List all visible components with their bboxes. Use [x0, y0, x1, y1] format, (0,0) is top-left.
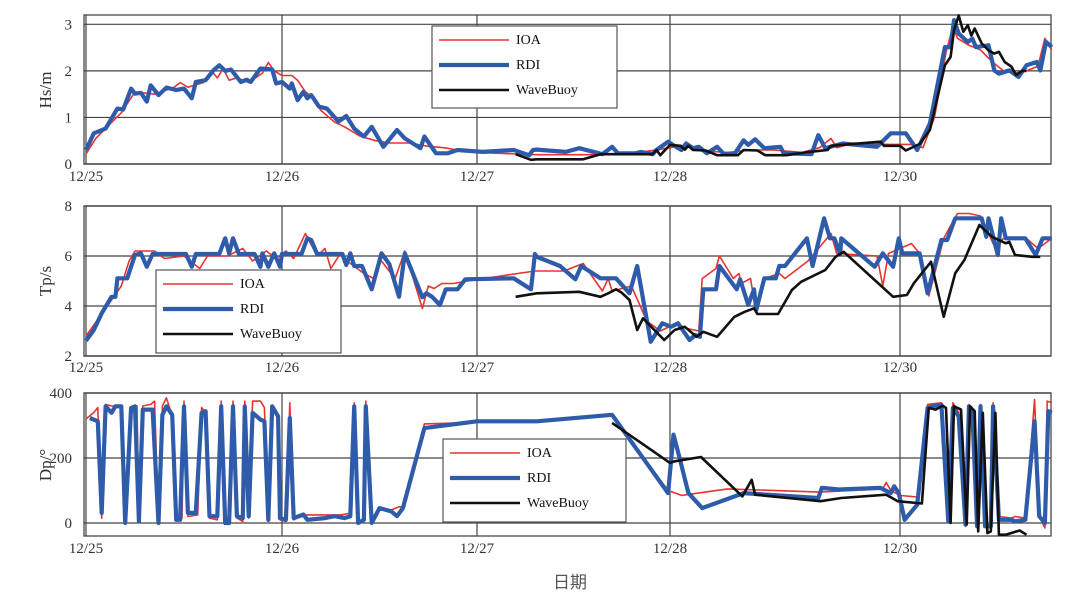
y-tick-label: 8 — [65, 199, 73, 215]
x-tick-label: 12/28 — [653, 541, 687, 557]
legend-label-wavebuoy: WaveBuoy — [516, 83, 578, 98]
y-axis-label-hs: Hs/m — [36, 71, 55, 109]
y-tick-label: 3 — [65, 17, 73, 33]
series-line-wavebuoy — [611, 404, 1028, 536]
legend-label-ioa: IOA — [527, 446, 553, 461]
legend-label-ioa: IOA — [240, 277, 266, 292]
panel-1: 12/25 12/26 12/27 12/28 12/30 0 1 2 3 IOA RDI WaveB… — [65, 14, 1053, 185]
legend: IOA RDI WaveBuoy — [442, 438, 627, 523]
x-tick-label: 12/25 — [69, 169, 103, 185]
legend-label-rdi: RDI — [527, 471, 551, 486]
panel-3: 12/25 12/26 12/27 12/28 12/30 0 200 400 IOA RDI Wa… — [50, 386, 1053, 557]
x-tick-label: 12/26 — [265, 360, 300, 376]
y-tick-label: 1 — [65, 110, 73, 126]
y-tick-label: 4 — [65, 299, 73, 315]
x-tick-label: 12/27 — [460, 360, 495, 376]
series-line-rdi — [84, 18, 1053, 158]
y-tick-label: 0 — [65, 157, 73, 173]
series-line-rdi — [89, 402, 1053, 529]
series-line-wavebuoy — [515, 223, 1041, 342]
y-axis-label-tp: Tp/s — [36, 265, 55, 297]
legend-label-wavebuoy: WaveBuoy — [527, 496, 589, 511]
y-tick-label: 200 — [50, 451, 73, 467]
panel-2: 12/25 12/26 12/27 12/28 12/30 2 4 6 8 IOA RDI WaveB… — [65, 199, 1053, 376]
series-line-wavebuoy — [515, 14, 1027, 162]
y-tick-label: 0 — [65, 516, 73, 532]
x-tick-label: 12/27 — [460, 169, 495, 185]
y-tick-label: 400 — [50, 386, 73, 402]
legend-label-rdi: RDI — [240, 302, 264, 317]
series-line-ioa — [85, 25, 1053, 156]
series-line-rdi — [84, 216, 1052, 344]
y-tick-label: 6 — [65, 249, 73, 265]
legend-label-ioa: IOA — [516, 33, 542, 48]
y-tick-label: 2 — [65, 349, 73, 365]
legend-label-wavebuoy: WaveBuoy — [240, 327, 302, 342]
x-tick-label: 12/25 — [69, 360, 103, 376]
y-axis-label-dp: Dp/° — [36, 448, 55, 482]
legend-label-rdi: RDI — [516, 58, 540, 73]
legend: IOA RDI WaveBuoy — [431, 25, 618, 109]
x-tick-label: 12/25 — [69, 541, 103, 557]
x-tick-label: 12/30 — [883, 360, 917, 376]
x-axis-label: 日期 — [553, 573, 587, 593]
x-tick-label: 12/26 — [265, 169, 300, 185]
x-tick-label: 12/30 — [883, 541, 917, 557]
x-tick-label: 12/30 — [883, 169, 917, 185]
x-tick-label: 12/26 — [265, 541, 300, 557]
x-tick-label: 12/28 — [653, 360, 687, 376]
x-tick-label: 12/27 — [460, 541, 495, 557]
y-tick-label: 2 — [65, 64, 73, 80]
x-tick-label: 12/28 — [653, 169, 687, 185]
legend: IOA RDI WaveBuoy — [155, 269, 342, 354]
